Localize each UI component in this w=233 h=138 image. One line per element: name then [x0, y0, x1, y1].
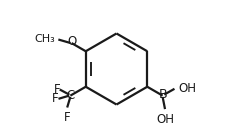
Text: B: B — [159, 88, 168, 101]
Text: O: O — [67, 35, 76, 48]
Text: F: F — [64, 111, 71, 124]
Text: OH: OH — [156, 112, 174, 125]
Text: OH: OH — [178, 82, 196, 95]
Text: C: C — [66, 89, 75, 102]
Text: CH₃: CH₃ — [34, 34, 55, 44]
Text: F: F — [53, 83, 60, 96]
Text: F: F — [52, 92, 59, 105]
